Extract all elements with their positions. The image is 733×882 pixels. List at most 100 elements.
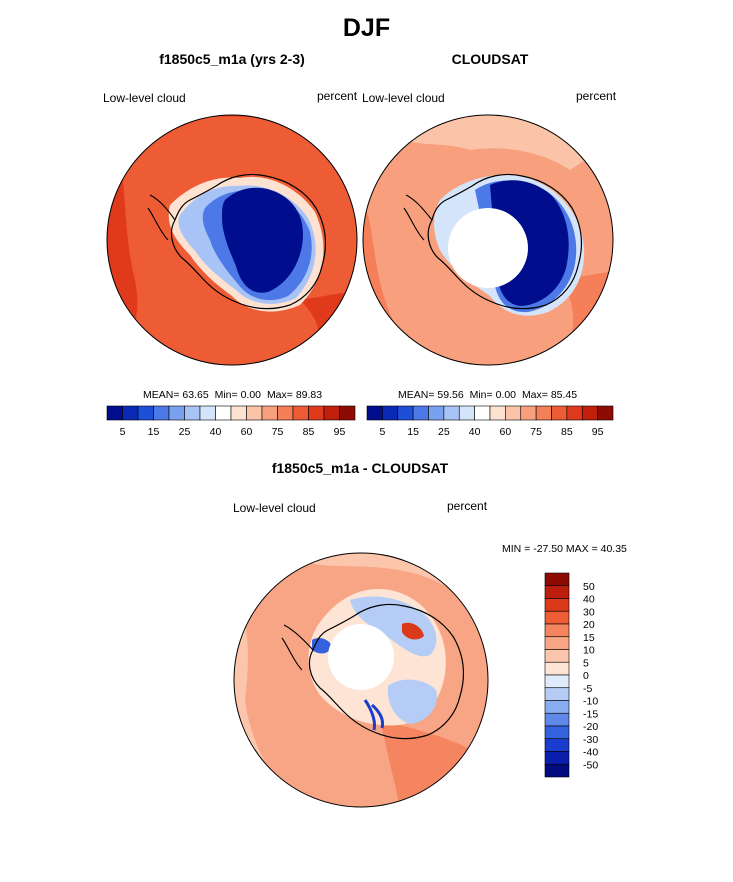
cloudsat-colorbar-box [366,405,383,421]
cloudsat-polar-map [362,114,614,366]
difference-colorbar-tick-label: 5 [583,657,589,669]
difference-colorbar-box [544,610,570,625]
model-min-label: Min= [214,389,238,401]
cloudsat-min-value: 0.00 [495,389,517,401]
cloudsat-colorbar-box [566,405,583,421]
model-max-label: Max= [266,389,293,401]
difference-negative-patch-north [350,596,437,657]
difference-colorbar-box [544,738,570,752]
model-colorbar-box [277,405,294,421]
difference-colorbar-box [544,661,570,676]
model-low-cloud-core [222,187,304,293]
model-colorbar-tick-label: 25 [179,426,191,438]
cloudsat-map-boundary [362,114,614,366]
difference-polar-map [233,552,489,808]
cloudsat-colorbar-box [428,405,445,421]
difference-colorbar-tick-label: -20 [583,721,598,733]
model-colorbar-tick-label: 75 [272,426,284,438]
model-colorbar-box [168,405,185,421]
cloudsat-antarctica-coastline [427,173,582,310]
difference-colorbar-tick-label: 50 [583,581,595,593]
cloudsat-colorbar-box [489,405,506,421]
difference-colorbar-tick-label: -40 [583,747,598,759]
model-colorbar-tick-label: 15 [148,426,160,438]
model-max-value: 89.83 [295,389,323,401]
difference-colorbar-tick-label: -50 [583,759,598,771]
difference-colorbar-box [544,763,570,778]
difference-colorbar-tick-label: -30 [583,734,598,746]
cloudsat-colorbar-box [443,405,460,421]
difference-colorbar-tick-label: 40 [583,594,595,606]
model-units-label: percent [317,89,358,103]
difference-negative-coastal-band [363,699,384,731]
cloudsat-colorbar-box [520,405,537,421]
cloudsat-stats: MEAN= 59.56 Min= 0.00 Max= 85.45 [398,389,577,401]
difference-colorbar-tick-label: -15 [583,708,598,720]
model-colorbar-box [308,405,325,421]
difference-antarctica-coastline [308,603,464,740]
cloudsat-colorbar-tick-label: 85 [561,426,573,438]
cloudsat-colorbar-tick-label: 5 [379,426,385,438]
difference-negative-patch-east [387,679,437,724]
cloudsat-colorbar-tick-label: 75 [530,426,542,438]
difference-units-label: percent [447,499,488,513]
difference-field-label: Low-level cloud [233,501,316,515]
cloudsat-colorbar-tick-label: 15 [407,426,419,438]
difference-colorbar-tick-label: 10 [583,645,595,657]
cloudsat-colorbar-box [412,405,429,421]
difference-colorbar-box [544,572,570,587]
model-colorbar-box [261,405,278,421]
model-colorbar-tick-label: 95 [334,426,346,438]
model-map-boundary [106,114,358,366]
model-colorbar-tick-label: 5 [120,426,126,438]
model-mean-value: 63.65 [182,389,209,401]
model-colorbar-tick-label: 60 [241,426,253,438]
model-field-label: Low-level cloud [103,91,186,105]
cloudsat-colorbar-box [597,405,614,421]
model-colorbar-box [323,405,340,421]
cloudsat-colorbar-tick-label: 25 [438,426,450,438]
difference-colorbar-tick-label: 20 [583,619,595,631]
cloudsat-colorbar-tick-label: 95 [592,426,604,438]
difference-colorbar-tick-label: -5 [583,683,592,695]
difference-colorbar-tick-label: 0 [583,670,589,682]
model-colorbar-box [184,405,201,421]
figure-title: DJF [342,14,391,42]
cloudsat-colorbar-box [581,405,598,421]
cloudsat-colorbar-tick-label: 60 [500,426,512,438]
difference-minmax: MIN = -27.50 MAX = 40.35 [502,543,627,555]
difference-colorbar-box [544,598,570,612]
difference-map-boundary [233,552,489,808]
model-colorbar-box [215,405,232,421]
cloudsat-max-value: 85.45 [550,389,578,401]
model-colorbar-box [230,405,247,421]
difference-colorbar-box [544,712,570,727]
model-colorbar-box [153,405,170,421]
difference-colorbar-box [544,623,570,638]
cloudsat-units-label: percent [576,89,617,103]
model-colorbar-box [339,405,356,421]
difference-polar-data-gap [328,624,394,690]
cloudsat-colorbar-box [382,405,399,421]
difference-strong-positive-patch [402,622,424,640]
cloudsat-colorbar-box [551,405,568,421]
cloudsat-colorbar-box [474,405,491,421]
cloudsat-colorbar-box [535,405,552,421]
model-colorbar-box [246,405,263,421]
cloudsat-polar-data-gap [448,208,528,288]
difference-colorbar-box [544,636,570,650]
difference-peninsula-coastline [281,624,314,671]
model-peninsula-coastline [147,194,176,241]
cloudsat-mean-label: MEAN= [398,389,435,401]
cloudsat-field-label: Low-level cloud [362,91,445,105]
cloudsat-colorbar-tick-label: 40 [469,426,481,438]
difference-colorbar-box [544,700,570,714]
cloudsat-mean-value: 59.56 [437,389,464,401]
model-colorbar-box [199,405,216,421]
model-colorbar-box [122,405,139,421]
panel-title-difference: f1850c5_m1a - CLOUDSAT [271,460,449,476]
cloudsat-peninsula-coastline [403,194,433,241]
difference-colorbar-box [544,751,570,765]
cloudsat-colorbar: 5 15 25 40 60 75 85 95 [366,405,614,438]
